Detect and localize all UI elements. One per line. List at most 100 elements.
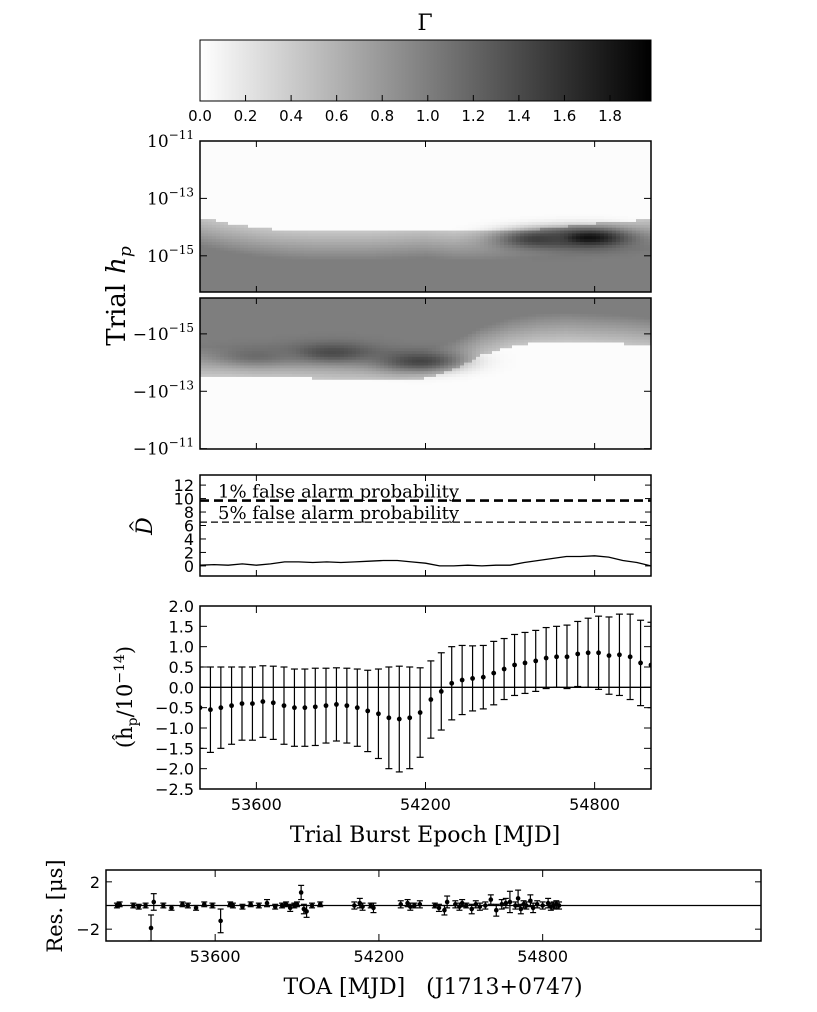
heatmap-cell	[284, 141, 289, 145]
heatmap-cell	[224, 250, 229, 254]
heatmap-cell	[280, 181, 285, 185]
heatmap-cell	[204, 169, 209, 174]
heatmap-cell	[296, 141, 301, 145]
heatmap-cell	[336, 258, 341, 263]
heatmap-cell	[256, 267, 261, 271]
heatmap-cell	[552, 143, 557, 148]
heatmap-cell	[512, 163, 517, 168]
heatmap-cell	[428, 229, 433, 234]
heatmap-cell	[204, 229, 209, 234]
heatmap-cell	[252, 284, 257, 288]
heatmap-cell	[304, 175, 309, 179]
heatmap-cell	[380, 155, 385, 159]
heatmap-cell	[296, 238, 301, 243]
heatmap-cell	[268, 195, 273, 199]
heatmap-cell	[376, 264, 381, 268]
heatmap-cell	[372, 287, 377, 291]
heatmap-cell	[220, 152, 225, 156]
heatmap-cell	[288, 258, 293, 263]
heatmap-cell	[328, 221, 333, 225]
heatmap-cell	[520, 163, 525, 168]
heatmap-cell	[456, 143, 461, 148]
heatmap-cell	[400, 258, 405, 263]
heatmap-cell	[500, 158, 505, 162]
heatmap-cell	[488, 155, 493, 159]
heatmap-cell	[448, 158, 453, 162]
heatmap-cell	[428, 189, 433, 194]
heatmap-cell	[492, 267, 497, 271]
heatmap-cell	[280, 221, 285, 225]
heatmap-cell	[200, 212, 205, 217]
heatmap-cell	[260, 135, 265, 138]
heatmap-cell	[316, 192, 321, 197]
heatmap-cell	[448, 169, 453, 174]
heatmap-cell	[448, 261, 453, 266]
heatmap-cell	[484, 169, 489, 174]
heatmap-cell	[268, 161, 273, 165]
heatmap-cell	[292, 224, 297, 228]
heatmap-cell	[536, 250, 541, 254]
heatmap-cell	[344, 198, 349, 202]
heatmap-cell	[260, 149, 265, 154]
colorbar-tick-label: 0.6	[325, 107, 349, 125]
heatmap-cell	[476, 143, 481, 148]
heatmap-cell	[296, 218, 301, 222]
heatmap-cell	[524, 261, 529, 266]
heatmap-cell	[412, 152, 417, 156]
heatmap-cell	[456, 192, 461, 197]
heatmap-cell	[440, 218, 445, 222]
heatmap-cell	[484, 212, 489, 217]
heatmap-cell	[528, 255, 533, 260]
heatmap-cell	[404, 141, 409, 145]
heatmap-cell	[528, 152, 533, 156]
heatmap-cell	[484, 281, 489, 286]
heatmap-cell	[332, 270, 337, 274]
heatmap-cell	[416, 195, 421, 199]
heatmap-cell	[220, 178, 225, 182]
heatmap-cell	[264, 201, 269, 205]
heatmap-cell	[328, 235, 333, 240]
heatmap-cell	[440, 169, 445, 174]
heatmap-cell	[384, 204, 389, 208]
heatmap-cell	[488, 252, 493, 257]
heatmap-cell	[280, 235, 285, 240]
heatmap-cell	[348, 232, 353, 237]
heatmap-cell	[232, 238, 237, 243]
heatmap-cell	[516, 218, 521, 222]
heatmap-cell	[408, 278, 413, 283]
heatmap-cell	[408, 255, 413, 260]
heatmap-cell	[260, 186, 265, 191]
heatmap-cell	[488, 166, 493, 171]
heatmap-cell	[480, 224, 485, 228]
heatmap-cell	[520, 135, 525, 138]
heatmap-cell	[400, 166, 405, 171]
heatmap-cell	[536, 281, 541, 286]
heatmap-cell	[296, 152, 301, 156]
heatmap-cell	[396, 207, 401, 211]
heatmap-cell	[532, 181, 537, 185]
heatmap-cell	[460, 281, 465, 286]
heatmap-cell	[260, 204, 265, 208]
heatmap-cell	[288, 207, 293, 211]
heatmap-cell	[540, 241, 545, 245]
heatmap-cell	[364, 244, 369, 248]
heatmap-cell	[232, 232, 237, 237]
heatmap-cell	[200, 238, 205, 243]
heatmap-cell	[412, 235, 417, 240]
heatmap-cell	[404, 163, 409, 168]
heatmap-cell	[316, 224, 321, 228]
heatmap-cell	[424, 244, 429, 248]
heatmap-cell	[384, 178, 389, 182]
heatmap-cell	[316, 166, 321, 171]
heatmap-cell	[456, 209, 461, 214]
heatmap-cell	[308, 184, 313, 188]
heatmap-cell	[512, 184, 517, 188]
heatmap-cell	[460, 158, 465, 162]
heatmap-cell	[532, 172, 537, 177]
heatmap-cell	[528, 155, 533, 159]
heatmap-cell	[412, 166, 417, 171]
heatmap-cell	[556, 155, 561, 159]
heatmap-cell	[292, 244, 297, 248]
heatmap-cell	[264, 212, 269, 217]
heatmap-cell	[300, 258, 305, 263]
